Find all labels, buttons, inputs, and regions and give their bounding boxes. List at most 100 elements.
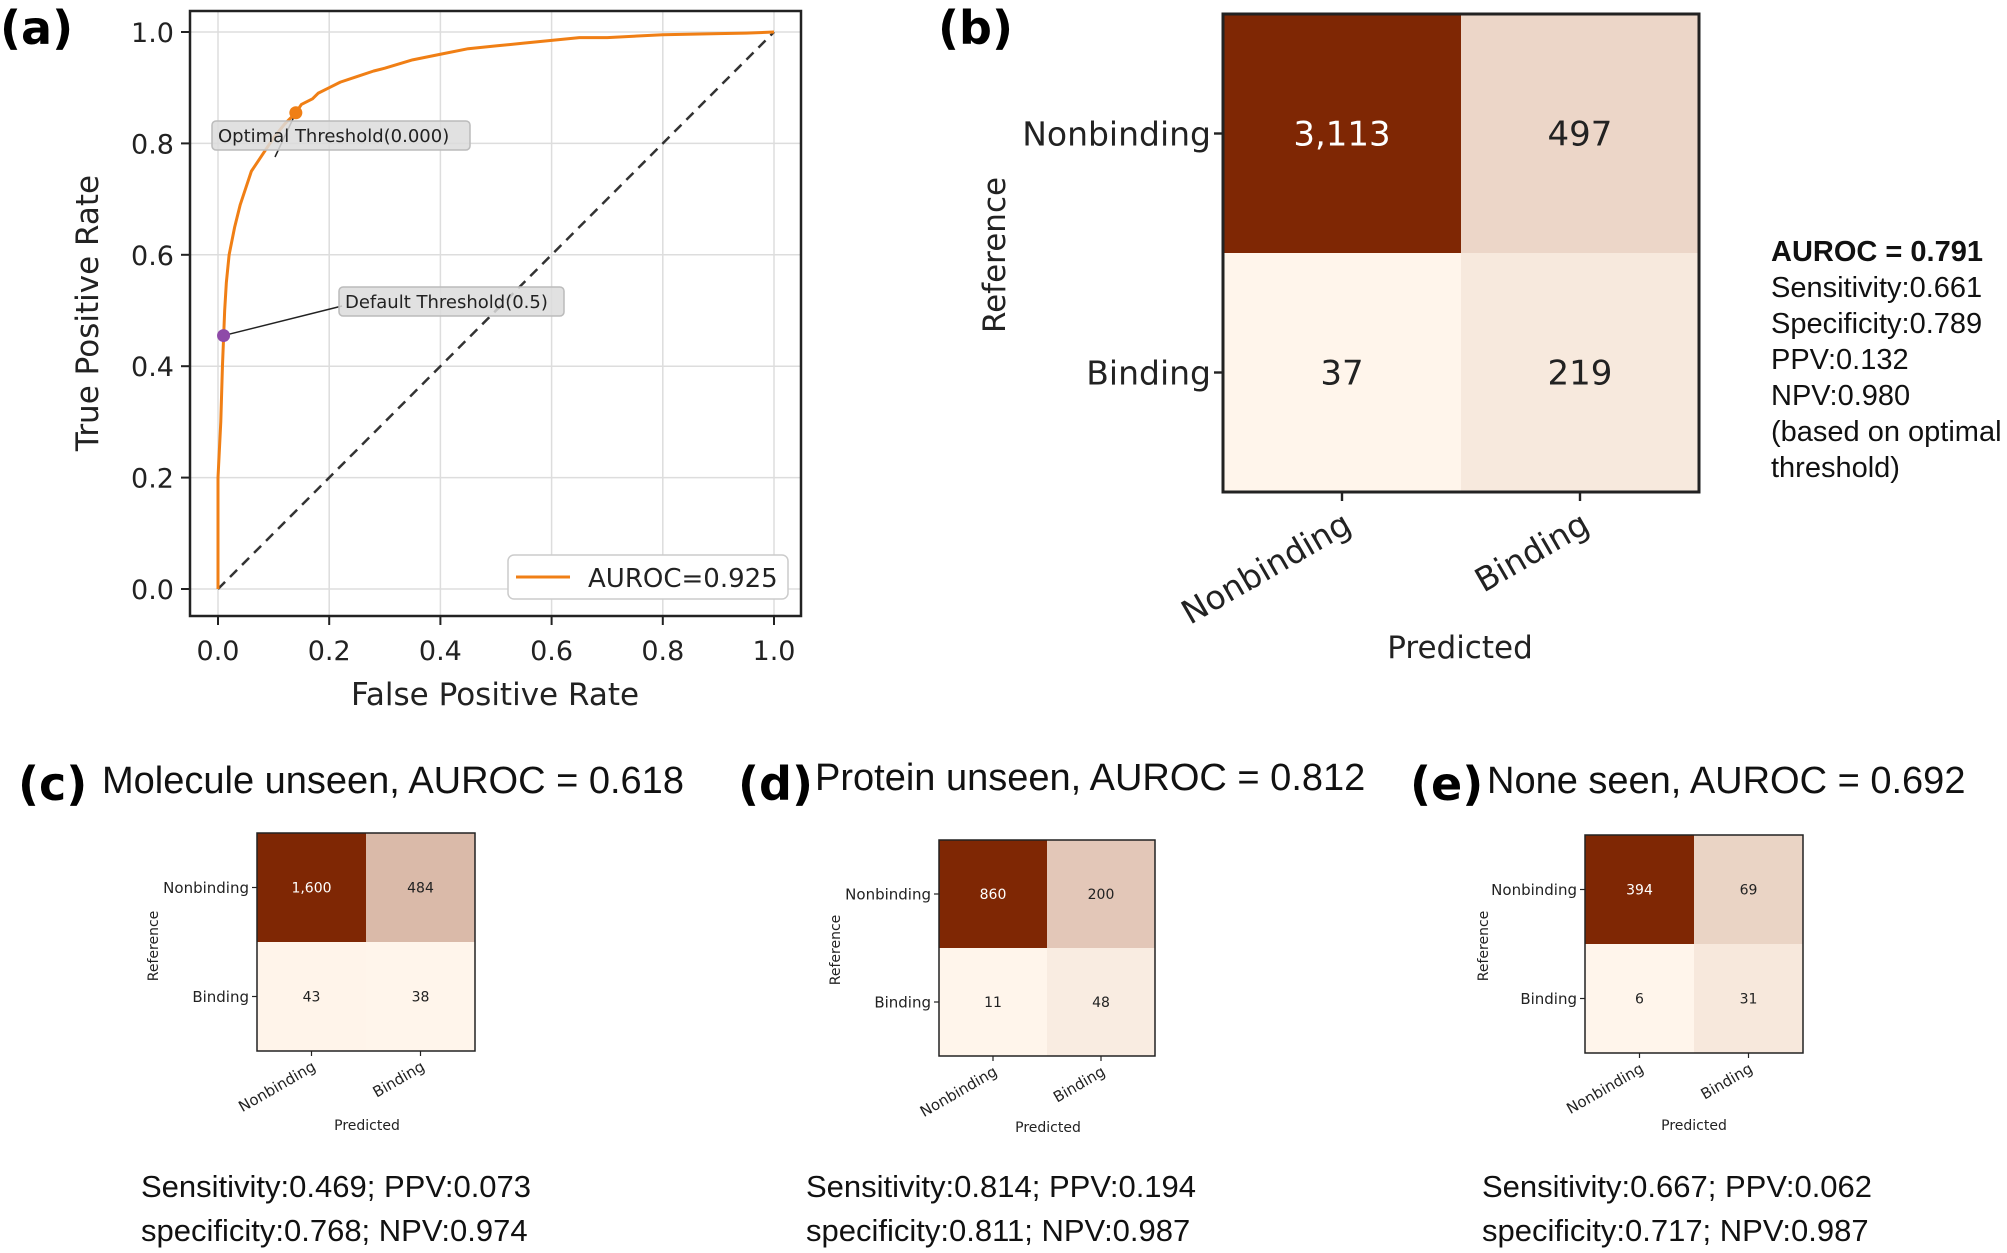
a-x-tick-label: 1.0 xyxy=(753,636,796,667)
b-frame xyxy=(1221,12,1701,494)
b-cell xyxy=(1223,14,1461,253)
panel-e-confusion-matrix: (e) 394 69 6 31 Nonbinding Binding Nonbinding… xyxy=(1410,757,1804,1134)
c-x-tick-label: Nonbinding xyxy=(235,1057,318,1116)
c-cell-value: 1,600 xyxy=(291,881,331,897)
e-cell xyxy=(1585,835,1694,944)
b-x-tick-label: Binding xyxy=(1468,504,1595,600)
e-cell-value: 394 xyxy=(1626,883,1653,899)
a-threshold-point xyxy=(217,329,231,343)
b-y-tick-label: Nonbinding xyxy=(1022,114,1211,153)
c-title: Molecule unseen, AUROC = 0.618 xyxy=(102,760,684,802)
panel-e-letter: (e) xyxy=(1410,757,1483,811)
c-metrics-line: specificity:0.768; NPV:0.974 xyxy=(141,1213,528,1248)
e-cell-value: 31 xyxy=(1740,992,1758,1008)
d-x-axis-label: Predicted xyxy=(1015,1120,1081,1136)
b-metrics-line: Specificity:0.789 xyxy=(1771,308,1983,340)
d-cells: 860 200 11 48 xyxy=(938,839,1156,1057)
c-x-axis-label: Predicted xyxy=(334,1118,400,1134)
d-metrics-line: specificity:0.811; NPV:0.987 xyxy=(806,1213,1191,1248)
d-frame xyxy=(938,839,1156,1057)
e-cell xyxy=(1585,944,1694,1053)
e-cell xyxy=(1694,835,1803,944)
a-plot-frame xyxy=(188,9,803,618)
a-annotation-box xyxy=(338,286,565,317)
b-cell-value: 219 xyxy=(1548,354,1613,394)
b-metrics-block: AUROC = 0.791 Sensitivity:0.661 Specific… xyxy=(1771,234,2002,486)
c-cell-value: 38 xyxy=(412,990,430,1006)
panel-b-confusion-matrix: (b) 3,113 497 37 219 Nonbinding Binding Nonbi… xyxy=(938,1,1701,666)
d-cell-value: 48 xyxy=(1092,995,1110,1011)
b-metrics-line: PPV:0.132 xyxy=(1771,344,1909,376)
a-annotation-label: Default Threshold(0.5) xyxy=(345,292,548,313)
b-cell-value: 497 xyxy=(1548,115,1613,155)
e-metrics-line: specificity:0.717; NPV:0.987 xyxy=(1482,1213,1869,1248)
c-cell-value: 43 xyxy=(303,990,321,1006)
e-cells: 394 69 6 31 xyxy=(1584,834,1804,1054)
d-x-tick-label: Binding xyxy=(1050,1062,1108,1106)
a-y-tick-label: 0.8 xyxy=(131,129,174,160)
e-metrics: Sensitivity:0.667; PPV:0.062 specificity… xyxy=(1482,1165,1872,1253)
e-y-tick-label: Binding xyxy=(1520,990,1577,1008)
b-metrics-line: Sensitivity:0.661 xyxy=(1771,272,1983,304)
b-cell xyxy=(1461,253,1699,492)
d-cell xyxy=(939,840,1047,948)
panel-c-letter: (c) xyxy=(18,757,87,811)
c-y-axis-label: Reference xyxy=(146,911,162,982)
d-cell-value: 11 xyxy=(984,995,1002,1011)
c-frame xyxy=(256,832,476,1052)
a-annotation-label: Optimal Threshold(0.000) xyxy=(218,126,449,147)
a-y-tick-label: 0.2 xyxy=(131,464,174,495)
d-title: Protein unseen, AUROC = 0.812 xyxy=(815,757,1366,799)
e-cell-value: 6 xyxy=(1635,992,1644,1008)
c-cells: 1,600 484 43 38 xyxy=(256,832,476,1052)
b-cell xyxy=(1223,253,1461,492)
b-cells: 3,113 497 37 219 xyxy=(1221,12,1701,494)
e-x-axis-label: Predicted xyxy=(1661,1118,1727,1134)
d-cell xyxy=(1047,840,1155,948)
d-metrics: Sensitivity:0.814; PPV:0.194 specificity… xyxy=(806,1165,1196,1253)
e-metrics-line: Sensitivity:0.667; PPV:0.062 xyxy=(1482,1169,1873,1204)
d-x-tick-label: Nonbinding xyxy=(917,1062,1000,1121)
e-frame xyxy=(1584,834,1804,1054)
d-cell-value: 860 xyxy=(980,887,1007,903)
d-metrics-line: Sensitivity:0.814; PPV:0.194 xyxy=(806,1169,1197,1204)
d-cell xyxy=(939,948,1047,1056)
e-x-tick-label: Nonbinding xyxy=(1563,1059,1646,1118)
a-x-axis-label: False Positive Rate xyxy=(351,677,639,713)
c-metrics: Sensitivity:0.469; PPV:0.073 specificity… xyxy=(141,1165,531,1253)
a-ticks: 0.0 0.2 0.4 0.6 0.8 1.0 0.0 0.2 0.4 0.6 0.8 1.0 xyxy=(131,18,795,667)
a-y-tick-label: 0.0 xyxy=(131,575,174,606)
b-x-tick-label: Nonbinding xyxy=(1175,504,1358,632)
c-metrics-line: Sensitivity:0.469; PPV:0.073 xyxy=(141,1169,532,1204)
a-roc-curve xyxy=(216,30,775,589)
d-y-tick-label: Nonbinding xyxy=(845,885,931,903)
b-metrics-line: threshold) xyxy=(1771,452,1900,484)
e-title: None seen, AUROC = 0.692 xyxy=(1487,760,1966,802)
d-y-axis-label: Reference xyxy=(828,915,844,986)
a-legend-box xyxy=(507,554,789,600)
a-legend-label: AUROC=0.925 xyxy=(588,564,778,594)
panel-d-letter: (d) xyxy=(738,757,813,811)
b-cell-value: 3,113 xyxy=(1293,115,1390,155)
a-annotation-box xyxy=(211,120,471,151)
c-cell-value: 484 xyxy=(407,881,434,897)
b-metrics-line: NPV:0.980 xyxy=(1771,380,1911,412)
c-cell xyxy=(366,942,475,1051)
e-cell-value: 69 xyxy=(1740,883,1758,899)
panel-c-confusion-matrix: (c) 1,600 484 43 38 Nonbinding Binding Nonbin… xyxy=(18,757,476,1134)
panel-a-letter: (a) xyxy=(0,1,73,55)
b-metrics-auroc: AUROC = 0.791 xyxy=(1771,236,1983,268)
d-cell-value: 200 xyxy=(1088,887,1115,903)
c-y-tick-label: Binding xyxy=(192,988,249,1006)
a-x-tick-label: 0.0 xyxy=(197,636,240,667)
a-points-layer: Optimal Threshold(0.000) Default Threshol… xyxy=(211,106,565,343)
c-x-tick-label: Binding xyxy=(370,1057,428,1101)
b-cell-value: 37 xyxy=(1320,354,1363,394)
a-x-tick-label: 0.4 xyxy=(419,636,462,667)
a-legend: AUROC=0.925 xyxy=(507,554,789,600)
a-annotation-connector xyxy=(223,305,343,337)
c-y-tick-label: Nonbinding xyxy=(163,879,249,897)
c-cell xyxy=(366,833,475,942)
d-cell xyxy=(1047,948,1155,1056)
